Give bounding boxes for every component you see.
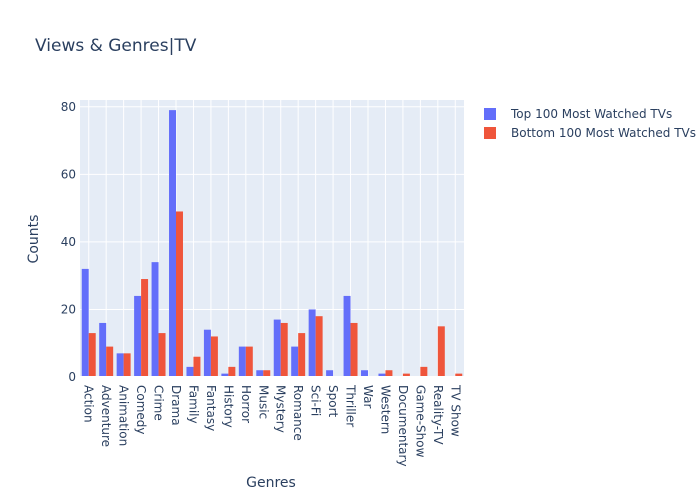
y-tick-label: 20 bbox=[61, 302, 76, 316]
x-tick-label: Sport bbox=[326, 385, 340, 418]
bar-bottom-tv-show bbox=[455, 373, 463, 377]
legend-swatch bbox=[484, 108, 496, 120]
y-tick-label: 40 bbox=[61, 235, 76, 249]
legend-label: Top 100 Most Watched TVs bbox=[510, 107, 672, 121]
x-axis-title: Genres bbox=[246, 475, 296, 491]
x-tick-label: Reality-TV bbox=[431, 385, 445, 445]
bar-bottom-fantasy bbox=[210, 336, 218, 377]
legend-label: Bottom 100 Most Watched TVs bbox=[511, 126, 696, 140]
x-tick-label: Mystery bbox=[274, 385, 288, 433]
x-tick-label: Western bbox=[378, 385, 392, 434]
x-tick-label: Animation bbox=[117, 385, 131, 446]
bar-bottom-music bbox=[263, 370, 271, 377]
bar-bottom-history bbox=[228, 366, 236, 377]
y-tick-label: 80 bbox=[61, 100, 76, 114]
bar-top-sport bbox=[326, 370, 334, 377]
x-tick-label: Adventure bbox=[99, 385, 113, 447]
bar-bottom-western bbox=[385, 370, 393, 377]
y-tick-label: 0 bbox=[68, 370, 76, 384]
bar-bottom-adventure bbox=[106, 346, 114, 377]
bar-top-thriller bbox=[343, 295, 351, 377]
x-tick-label: Music bbox=[256, 385, 270, 419]
bar-top-sci-fi bbox=[308, 309, 316, 377]
bar-top-horror bbox=[238, 346, 246, 377]
x-tick-label: Romance bbox=[291, 385, 305, 441]
bar-top-western bbox=[378, 373, 386, 377]
bar-bottom-thriller bbox=[350, 322, 358, 377]
bar-top-fantasy bbox=[203, 329, 211, 377]
bar-bottom-family bbox=[193, 356, 201, 377]
x-tick-label: Thriller bbox=[344, 384, 358, 427]
bar-top-adventure bbox=[99, 322, 107, 377]
bar-top-music bbox=[256, 370, 264, 377]
bar-bottom-drama bbox=[176, 211, 183, 377]
bar-top-action bbox=[81, 268, 89, 377]
x-tick-label: Action bbox=[82, 385, 96, 423]
bar-top-history bbox=[221, 373, 229, 377]
y-tick-label: 60 bbox=[61, 167, 76, 181]
bar-bottom-horror bbox=[245, 346, 253, 377]
x-tick-label: Drama bbox=[169, 385, 183, 426]
x-tick-label: Comedy bbox=[134, 385, 148, 435]
x-tick-label: Family bbox=[186, 385, 200, 424]
x-tick-label: Sci-Fi bbox=[309, 385, 323, 416]
bar-top-drama bbox=[169, 110, 176, 377]
bar-top-comedy bbox=[134, 295, 142, 377]
bar-bottom-game-show bbox=[420, 366, 428, 377]
x-tick-label: Crime bbox=[152, 385, 166, 421]
bar-bottom-animation bbox=[123, 353, 131, 377]
x-tick-label: Game-Show bbox=[413, 385, 427, 458]
bar-top-crime bbox=[151, 262, 159, 377]
bar-bottom-mystery bbox=[280, 322, 288, 377]
bar-bottom-romance bbox=[298, 333, 306, 377]
x-tick-label: TV Show bbox=[448, 384, 462, 437]
x-tick-label: War bbox=[361, 385, 375, 408]
bar-bottom-action bbox=[88, 333, 96, 377]
bar-bottom-comedy bbox=[141, 279, 149, 377]
bar-bottom-crime bbox=[158, 333, 166, 377]
x-tick-label: Fantasy bbox=[204, 385, 218, 431]
legend-swatch bbox=[484, 127, 496, 139]
x-tick-label: Horror bbox=[239, 385, 253, 423]
legend: Top 100 Most Watched TVs Bottom 100 Most … bbox=[484, 107, 696, 140]
bar-top-mystery bbox=[273, 319, 281, 377]
bar-top-war bbox=[361, 370, 368, 377]
x-tick-label: Documentary bbox=[396, 385, 410, 467]
bar-top-romance bbox=[291, 346, 299, 377]
bar-bottom-documentary bbox=[402, 373, 410, 377]
bar-bottom-reality-tv bbox=[437, 326, 445, 377]
plot-area: 0 20 40 60 80 Action Adventure Animation Comedy C… bbox=[61, 100, 464, 467]
x-tick-label: History bbox=[221, 385, 235, 428]
bar-top-family bbox=[186, 366, 194, 377]
bar-bottom-sci-fi bbox=[315, 316, 323, 377]
y-axis-title: Counts bbox=[26, 215, 42, 264]
bar-top-animation bbox=[116, 353, 124, 377]
chart-title: Views & Genres|TV bbox=[35, 36, 197, 56]
